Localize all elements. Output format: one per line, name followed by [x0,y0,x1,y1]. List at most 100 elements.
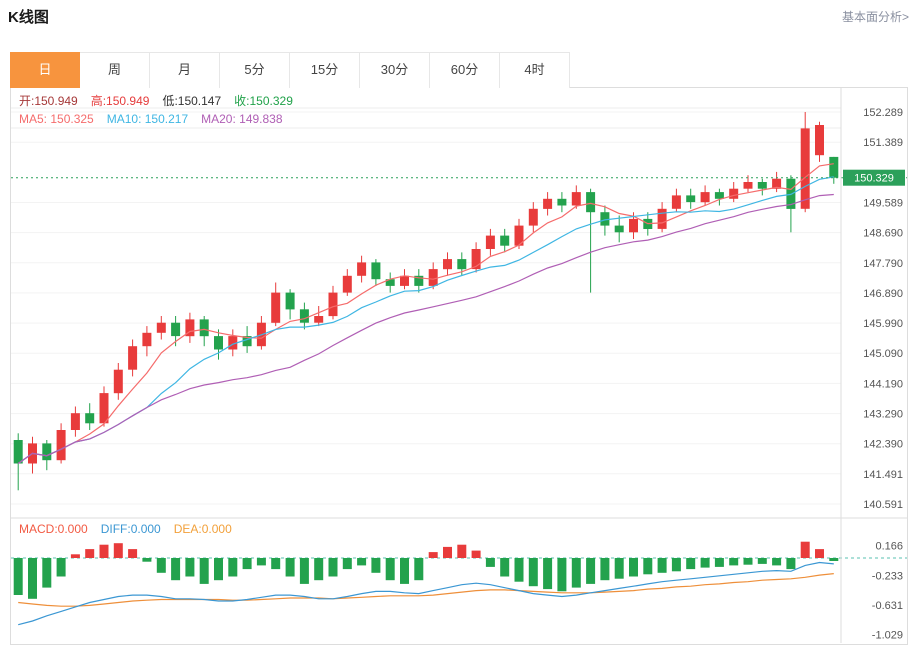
macd-bar [42,558,52,588]
candle-body [657,208,667,229]
candle-body [414,275,424,286]
candle-body [199,319,209,337]
candle-body [571,192,581,206]
candle-body [42,443,52,461]
candle-body [99,393,109,424]
fundamental-analysis-link[interactable]: 基本面分析> [841,10,909,24]
macd-bar [13,558,23,595]
tab-周[interactable]: 周 [80,52,150,88]
candle-body [629,218,638,233]
candle-body [228,336,238,350]
macd-bar [285,558,295,577]
candle-body [714,192,724,199]
price-axis-label: 151.389 [863,137,903,149]
candle-body [614,225,624,233]
price-axis-label: 147.790 [863,258,903,270]
tab-5分[interactable]: 5分 [220,52,290,88]
macd-bar [299,558,309,584]
macd-bar [342,558,352,570]
candle-body [342,275,352,293]
tab-30分[interactable]: 30分 [360,52,430,88]
macd-bar [829,558,839,561]
candle-body [471,249,481,270]
candle-body [772,178,782,189]
candle-body [156,322,166,333]
candle-body [500,235,510,246]
tab-15分[interactable]: 15分 [290,52,360,88]
macd-bar [457,544,467,558]
candle-body [56,430,66,461]
candle-body [686,195,696,203]
macd-bar [228,558,238,577]
macd-bar [757,558,767,564]
candle-body [113,369,123,394]
macd-bar [113,543,123,558]
candle-body [543,198,553,209]
macd-bar [671,558,681,572]
tab-日[interactable]: 日 [10,52,80,88]
macd-bar [328,558,338,577]
candle-body [214,336,223,350]
macd-lines [18,561,834,626]
macd-axis-labels: 0.166 -0.233 -0.631 -1.029 [872,541,903,642]
price-gridlines [11,107,841,505]
macd-bar [471,550,481,558]
macd-bar [571,558,581,588]
tab-60分[interactable]: 60分 [430,52,500,88]
macd-bar [185,558,195,577]
candle-body [829,156,839,178]
price-axis-label: 141.491 [863,469,903,481]
macd-bar [314,558,324,581]
candle-body [485,235,495,249]
kline-chart-svg: 152.289 151.389 149.589 148.690 147.790 146.8… [11,88,907,643]
price-axis-label: 143.290 [863,409,903,421]
macd-bar [357,558,367,566]
macd-bar [28,558,37,599]
macd-bar [800,541,810,558]
macd-bar [99,544,109,558]
macd-bar [56,558,66,577]
macd-bar [500,558,510,577]
candle-body [328,292,338,317]
macd-bar [428,552,438,558]
macd-bar [714,558,724,567]
ma-lines [17,163,834,464]
macd-bar [385,558,395,581]
macd-bar [156,558,166,573]
macd-bar [600,558,610,581]
price-axis-label: 144.190 [863,378,903,390]
candle-body [600,212,610,226]
macd-bar [199,558,209,584]
svg-text:150.329: 150.329 [854,173,894,185]
price-axis-label: 142.390 [863,439,903,451]
candle-body [299,309,309,323]
macd-bar [743,558,753,565]
candle-body [171,322,181,337]
MA20-line [17,193,834,464]
candle-body [428,269,438,286]
macd-bar [586,558,596,584]
chart-container: 152.289 151.389 149.589 148.690 147.790 146.8… [10,88,908,645]
dea_line [18,573,834,607]
candle-body [743,182,753,189]
macd-axis-label: -0.233 [872,570,903,582]
price-axis-label: 149.589 [863,198,903,210]
price-axis-label: 148.690 [863,228,903,240]
candle-body [70,413,80,430]
widget-header: K线图 基本面分析> [8,6,909,27]
candle-body [671,195,681,209]
price-axis-label: 145.990 [863,318,903,330]
macd-bar [242,558,252,570]
tab-4时[interactable]: 4时 [500,52,570,88]
macd-bar [171,558,181,581]
macd-bar [557,558,567,592]
tab-月[interactable]: 月 [150,52,220,88]
candle-body [700,192,710,203]
price-axis-label: 140.591 [863,499,903,511]
macd-bar [485,558,495,567]
candle-body [528,208,538,226]
candle-body [443,259,452,270]
macd-bar [643,558,653,575]
diff_line [18,561,834,626]
candle-body [400,275,409,286]
